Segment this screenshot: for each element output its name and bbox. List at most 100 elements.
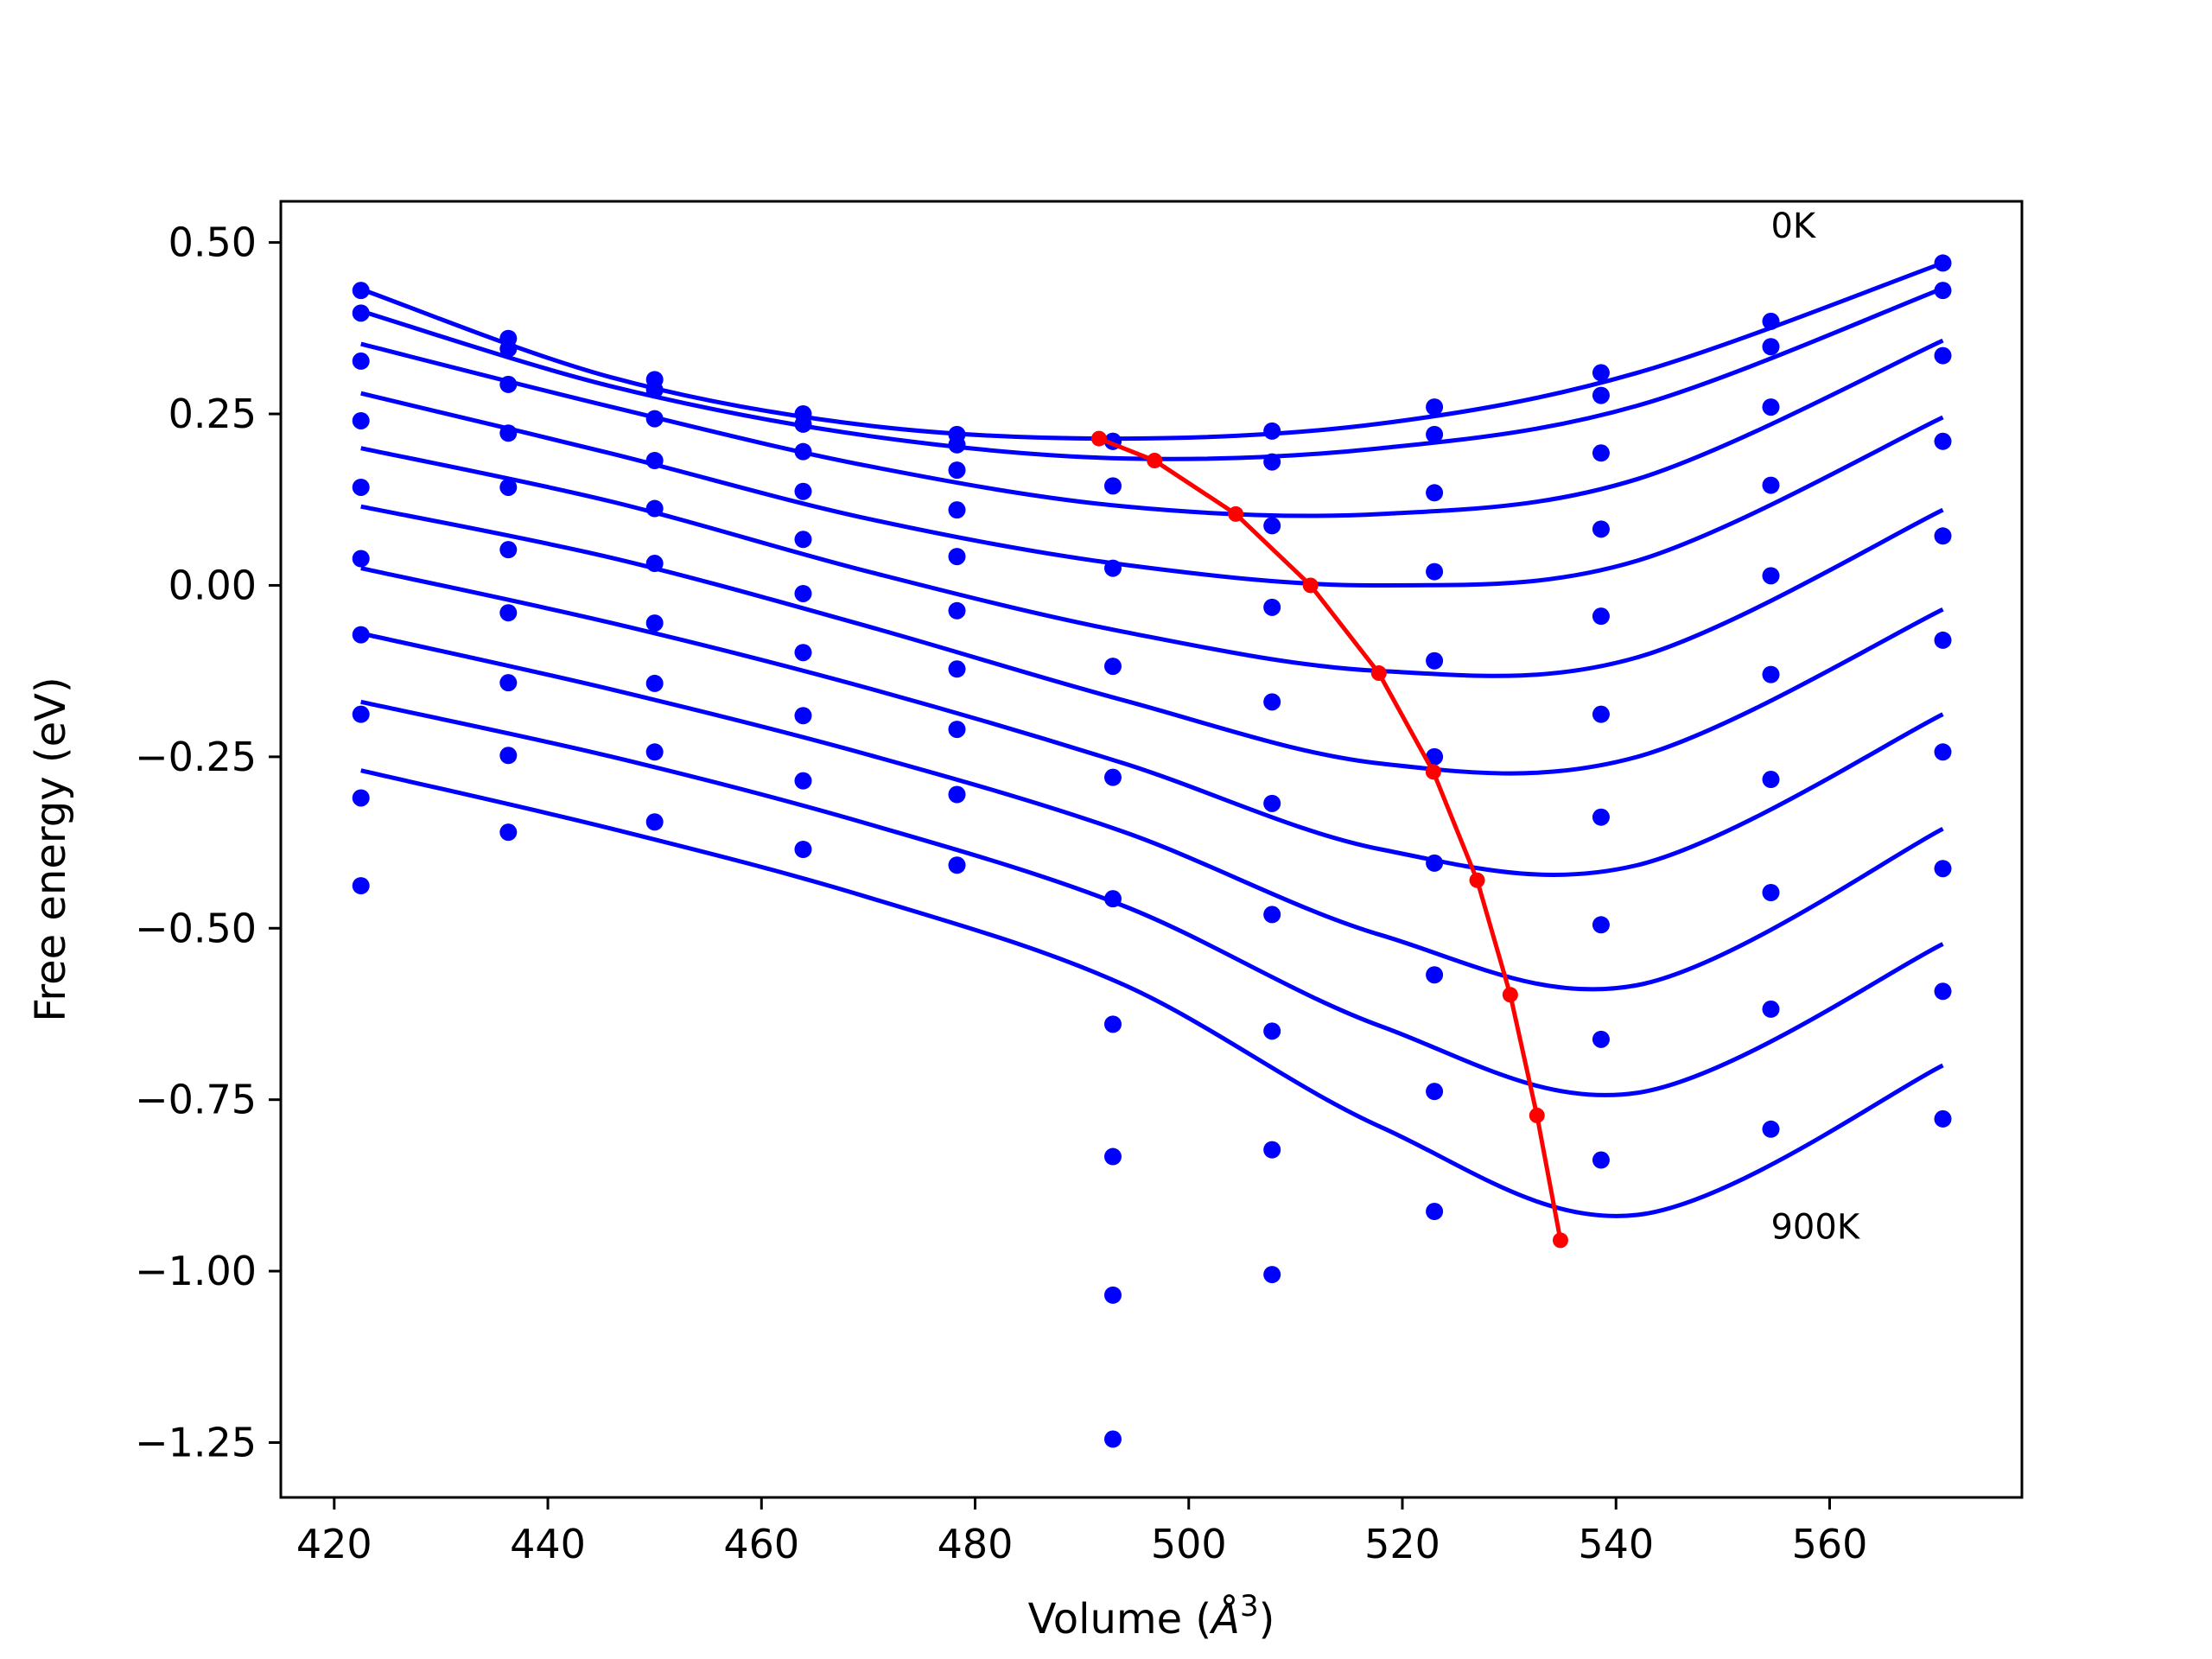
data-point	[1103, 1147, 1122, 1166]
data-point	[794, 584, 812, 602]
data-point	[499, 747, 518, 765]
data-point	[1592, 916, 1610, 934]
data-point	[1426, 854, 1444, 872]
y-axis-ticks: 0.50 0.25 0.00 −0.25 −0.50 −0.75 −1.00 −1.25	[135, 219, 281, 1466]
curve-annotation: 0K	[1770, 207, 1816, 246]
data-point	[1263, 517, 1281, 535]
data-point	[645, 614, 664, 632]
minimum-point	[1302, 577, 1319, 594]
data-point	[499, 478, 518, 496]
x-tick-label: 460	[723, 1521, 799, 1567]
data-point	[794, 531, 812, 549]
data-point	[948, 721, 966, 739]
data-point	[499, 674, 518, 692]
data-point	[1263, 794, 1281, 812]
x-axis-ticks: 420 440 460 480 500 520 540 560	[296, 1497, 1867, 1567]
data-point	[1762, 338, 1780, 356]
x-axis-label-sup: 3	[1240, 1589, 1259, 1624]
data-point	[499, 541, 518, 559]
data-point	[499, 823, 518, 842]
data-point	[1592, 386, 1610, 404]
data-point	[1426, 652, 1444, 670]
data-point	[1426, 747, 1444, 766]
data-point	[948, 435, 966, 454]
data-point	[1592, 1030, 1610, 1048]
data-point	[794, 644, 812, 662]
data-point	[1762, 398, 1780, 416]
data-point	[1426, 1083, 1444, 1101]
data-point	[1263, 1141, 1281, 1159]
y-tick-label: −0.50	[135, 905, 257, 951]
data-point	[1934, 254, 1952, 272]
data-point	[352, 352, 370, 370]
data-point	[1934, 860, 1952, 878]
data-point	[645, 674, 664, 692]
data-point	[1103, 477, 1122, 495]
minimum-point	[1228, 505, 1244, 522]
curve-annotation: 900K	[1770, 1208, 1860, 1248]
fit-curve-2	[360, 338, 1944, 518]
data-point	[1762, 1000, 1780, 1018]
minimum-point	[1370, 665, 1387, 682]
data-point	[352, 705, 370, 723]
data-point	[1103, 890, 1122, 908]
data-point	[1263, 598, 1281, 616]
y-tick-label: 0.50	[168, 219, 257, 266]
fit-curve-0	[359, 261, 1944, 442]
annotations: 0K 900K	[1770, 207, 1860, 1248]
data-point	[645, 499, 664, 518]
data-point	[1263, 453, 1281, 471]
data-point	[645, 813, 664, 831]
y-tick-label: 0.00	[168, 562, 257, 608]
data-point	[1103, 1015, 1122, 1033]
x-tick-label: 500	[1151, 1521, 1227, 1567]
data-point	[948, 501, 966, 519]
y-tick-label: −1.00	[135, 1248, 257, 1294]
data-point	[499, 424, 518, 442]
data-point	[1762, 1120, 1780, 1138]
y-tick-label: −0.75	[135, 1077, 257, 1123]
data-point	[1592, 808, 1610, 826]
data-point	[1263, 1266, 1281, 1284]
data-point	[352, 282, 370, 300]
y-tick-label: −1.25	[135, 1420, 257, 1466]
x-tick-label: 440	[510, 1521, 586, 1567]
data-points	[352, 254, 1952, 1448]
data-point	[794, 482, 812, 500]
data-point	[499, 604, 518, 622]
data-point	[645, 410, 664, 428]
minimum-point	[1502, 987, 1518, 1003]
data-point	[948, 856, 966, 874]
data-point	[1426, 484, 1444, 502]
data-point	[1592, 607, 1610, 626]
data-point	[1934, 743, 1952, 761]
fit-curve-9	[360, 768, 1944, 1218]
data-point	[352, 411, 370, 429]
data-point	[1263, 1022, 1281, 1040]
y-tick-label: 0.25	[168, 391, 257, 437]
data-point	[1762, 665, 1780, 683]
data-point	[1762, 884, 1780, 901]
data-point	[794, 841, 812, 858]
data-point	[1592, 444, 1610, 462]
x-axis-label-end: )	[1259, 1595, 1275, 1643]
y-tick-label: −0.25	[135, 734, 257, 780]
data-point	[1762, 476, 1780, 494]
minimum-point	[1425, 764, 1441, 780]
data-point	[1934, 631, 1952, 649]
fit-curve-8	[360, 699, 1944, 1097]
x-tick-label: 540	[1578, 1521, 1654, 1567]
data-point	[352, 789, 370, 807]
minimum-point	[1090, 430, 1107, 447]
data-point	[1426, 966, 1444, 984]
data-point	[794, 415, 812, 433]
data-point	[1592, 364, 1610, 382]
data-point	[1103, 768, 1122, 786]
data-point	[1592, 520, 1610, 538]
data-point	[352, 550, 370, 568]
data-point	[1592, 1151, 1610, 1169]
fit-curve-7	[360, 631, 1944, 992]
data-point	[794, 707, 812, 725]
minimum-path-line	[1098, 436, 1563, 1241]
